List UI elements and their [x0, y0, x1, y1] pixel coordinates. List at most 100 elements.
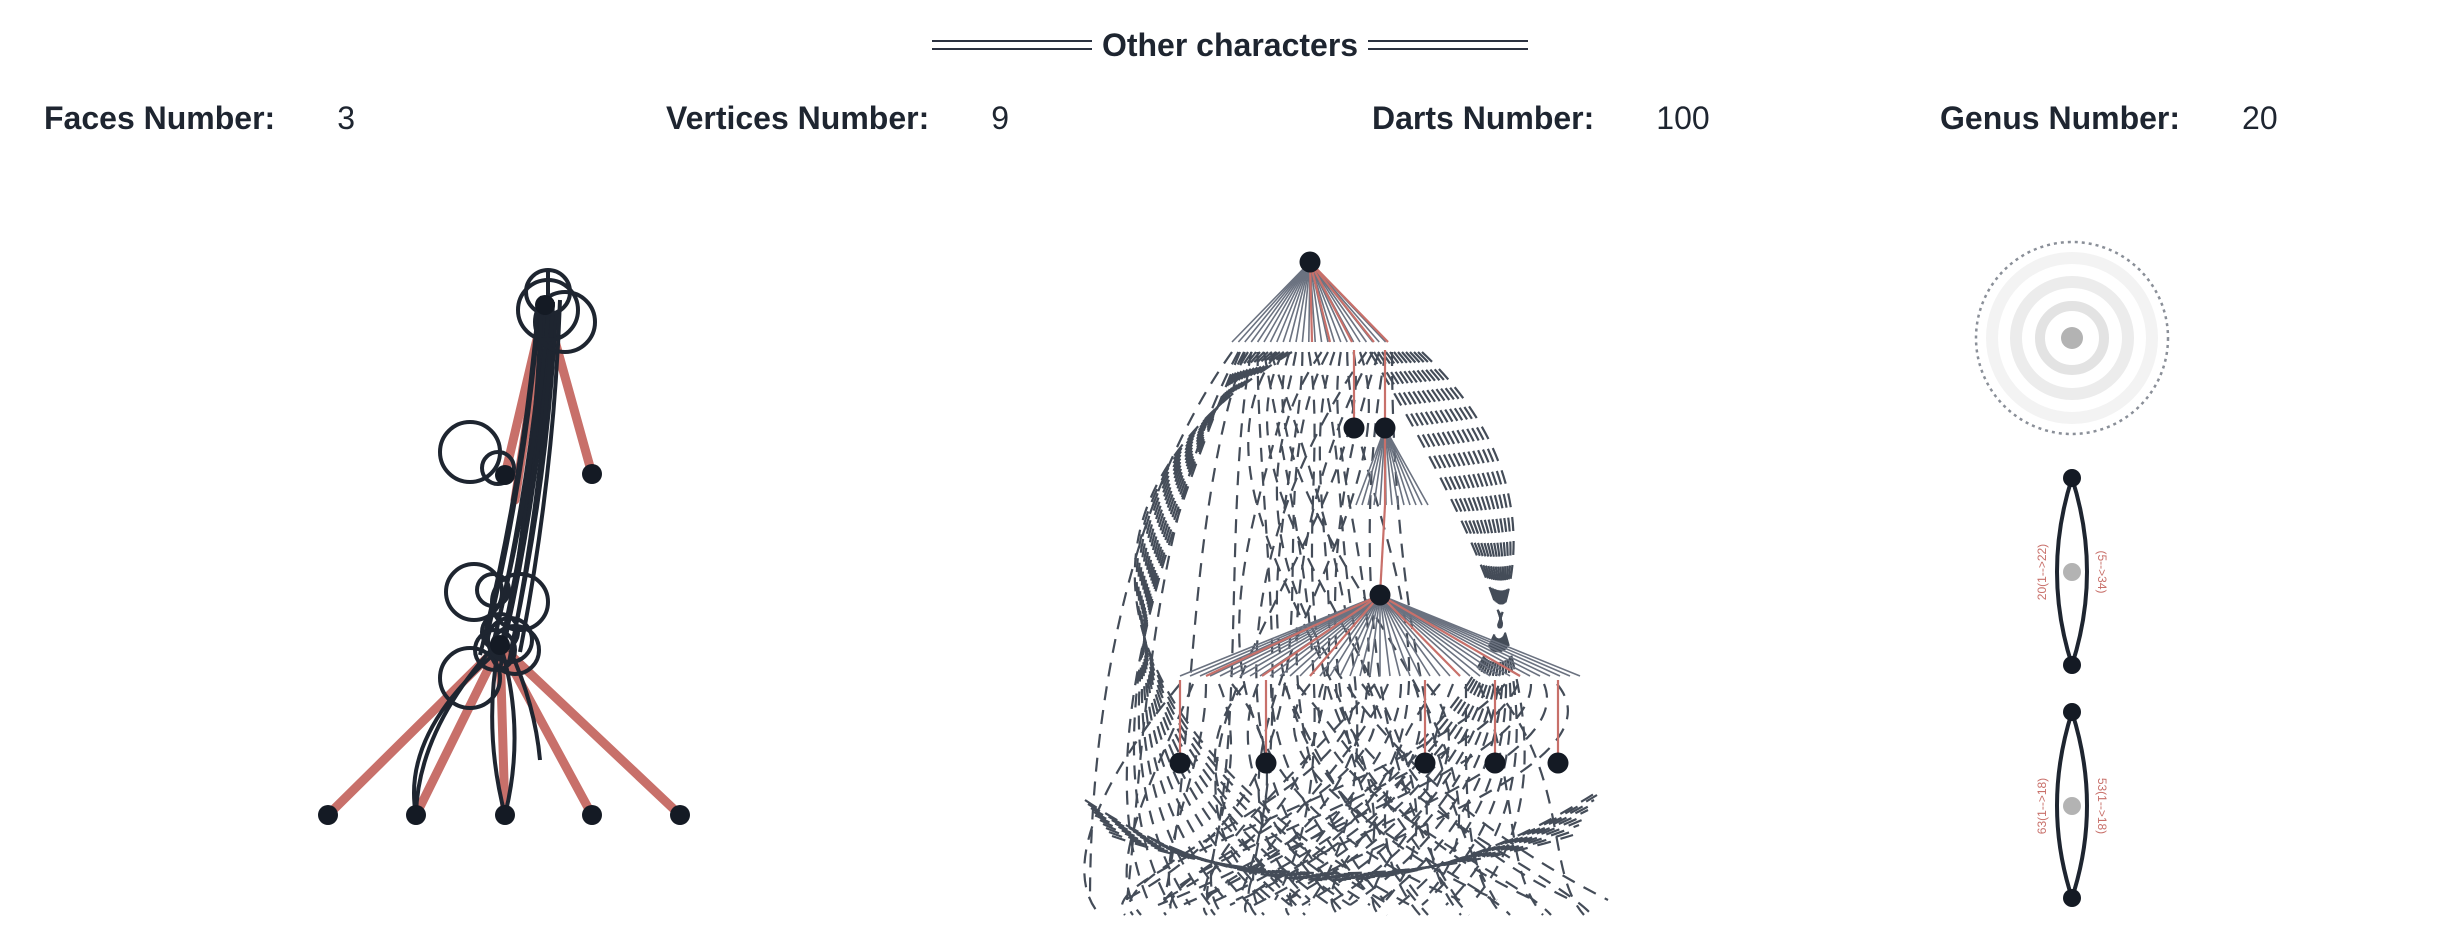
tree-red-edge	[1379, 594, 1461, 677]
map-loop	[480, 450, 516, 486]
map-edge	[492, 305, 551, 641]
tree-node	[1255, 752, 1277, 774]
map-graph	[318, 268, 690, 825]
tree-dashed-edge	[1093, 804, 1592, 879]
tree-fan-line	[1249, 594, 1381, 677]
tree-node	[1343, 417, 1365, 439]
darts-number-label: Darts Number:	[1372, 99, 1595, 136]
tree-fan-line	[1379, 594, 1451, 677]
tree-dashed-edge	[1137, 351, 1249, 906]
tree-dashed-edge	[1307, 351, 1535, 902]
tree-dashed-edge	[1275, 351, 1498, 902]
tree-nodes	[1169, 251, 1569, 774]
genus-number-value: 20	[2242, 99, 2278, 136]
tree-fan-line	[1379, 594, 1391, 677]
tree-fan-line	[1379, 594, 1491, 677]
tree-fan-line	[1269, 261, 1311, 343]
tree-fan-line	[1369, 594, 1381, 677]
tree-dashed-edge	[1105, 823, 1580, 876]
tree-dashed-edge	[1140, 351, 1253, 906]
map-loop	[475, 572, 511, 608]
tree-red-edge	[1205, 594, 1381, 677]
faces-number-value: 3	[337, 99, 355, 136]
lens-top-node-lower	[2063, 656, 2081, 674]
tree-fan-line	[1384, 427, 1417, 506]
tree-dashed-edge	[1236, 351, 1274, 901]
tree-fan-line	[1349, 594, 1381, 677]
tree-fan-line	[1379, 594, 1501, 677]
tree-dashed-edge	[1140, 351, 1331, 906]
tree-dashed-edge	[1238, 351, 1461, 902]
tree-dashed-edge	[1314, 351, 1572, 901]
tree-dashed-edge	[1161, 351, 1336, 901]
tree-fan-line	[1309, 261, 1361, 343]
tree-dashed-edge	[1157, 351, 1515, 907]
tree-dashed-edge	[1289, 683, 1403, 916]
vertices-number-value: 9	[991, 99, 1010, 136]
face-ring-2	[2010, 276, 2134, 400]
map-edge	[478, 309, 540, 656]
lens-top-label-right: (5-->34)	[2095, 550, 2109, 593]
tree-fan-line	[1250, 261, 1311, 343]
tree-fan-line	[1244, 261, 1311, 343]
tree-fan-line	[1379, 594, 1581, 677]
tree-fan-line	[1379, 594, 1431, 677]
tree-red-edge	[1379, 594, 1521, 677]
tree-node	[1414, 752, 1436, 774]
tree-dashed-edge	[1088, 351, 1233, 901]
tree-dashed-edge	[1371, 683, 1450, 916]
map-node	[318, 805, 338, 825]
tree-fan-line	[1384, 427, 1411, 506]
tree-red-edge	[1308, 261, 1332, 343]
tree-dashed-edge	[1083, 683, 1181, 916]
map-node	[495, 465, 515, 485]
map-loop	[444, 562, 504, 622]
tree-dashed-edge	[1167, 683, 1208, 916]
tree-dashed-edge	[1301, 351, 1502, 906]
map-loop	[533, 290, 597, 354]
darts-number-value: 100	[1656, 99, 1710, 136]
darts-number-stat: Darts Number: 100	[1372, 96, 1710, 140]
tree-node	[1169, 752, 1191, 774]
vertices-number-label: Vertices Number:	[666, 99, 930, 136]
tree-dashed-edge	[1255, 351, 1368, 901]
tree-fan-line	[1384, 427, 1429, 506]
tree-fan-line	[1288, 261, 1311, 343]
lens-bottom-right-arc	[2070, 711, 2089, 899]
tree-fan-line	[1263, 261, 1311, 343]
tree-fan-line	[1229, 594, 1381, 677]
vertices-number-stat: Vertices Number: 9	[666, 96, 1009, 140]
tree-dashed-edge	[1206, 683, 1376, 916]
map-tree-edge	[495, 640, 685, 820]
tree-dashed-edge	[1477, 683, 1544, 916]
map-edges	[412, 295, 562, 816]
map-edge	[500, 649, 517, 816]
tree-fan-line	[1379, 594, 1481, 677]
tree-dashed-edge	[1334, 683, 1593, 916]
tree-fan-line	[1384, 427, 1423, 506]
tree-fan-line	[1384, 427, 1393, 506]
lens-top-right-arc	[2070, 477, 2089, 666]
header-rule-right	[1368, 40, 1529, 50]
tree-dashed-edge	[1296, 683, 1470, 916]
tree-node	[1299, 251, 1321, 273]
tree-dashed-edge	[1141, 351, 1311, 906]
tree-fan-line	[1367, 427, 1386, 506]
tree-dashed-edge	[1330, 683, 1422, 916]
lens-bottom-node-upper	[2063, 703, 2081, 721]
tree-fan-line	[1379, 594, 1401, 677]
tree-fan-line	[1329, 594, 1381, 677]
tree-fan-line	[1279, 594, 1381, 677]
tree-fan-line	[1276, 261, 1311, 343]
tree-dashed-edge	[1247, 351, 1376, 901]
tree-dashed-edge	[1133, 351, 1411, 906]
map-nodes	[318, 295, 690, 825]
face-circle	[1974, 240, 2170, 436]
tree-red-edge	[1309, 261, 1353, 343]
tree-graph	[1083, 251, 1609, 916]
tree-dashed-edge	[1269, 683, 1388, 916]
tree-fan-line	[1373, 427, 1386, 506]
tree-dashed-edge	[1381, 351, 1508, 906]
map-node	[490, 635, 510, 655]
tree-dashed-edges	[1083, 351, 1609, 916]
